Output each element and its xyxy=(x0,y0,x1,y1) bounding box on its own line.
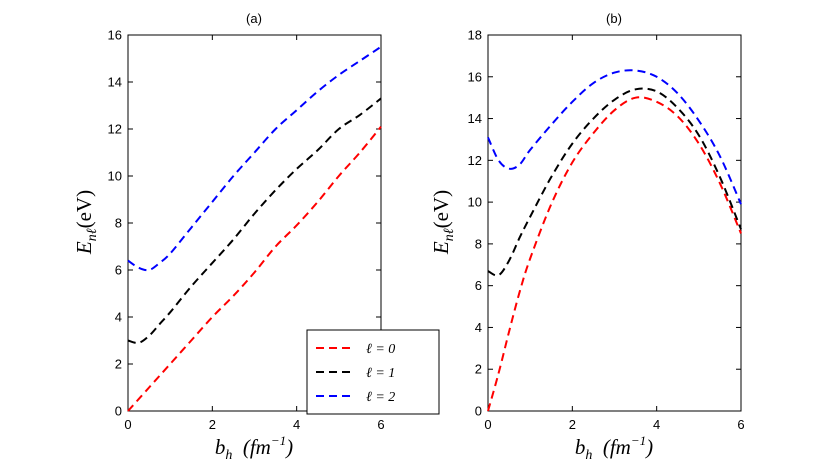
y-tick-label-a: 4 xyxy=(115,310,122,325)
legend: ℓ = 0 ℓ = 1 ℓ = 2 xyxy=(306,329,440,415)
axes-frame-b xyxy=(487,34,742,412)
x-tick-label-a: 4 xyxy=(293,417,300,432)
panel-b: (b) 0 2 4 6 0 2 4 6 8 10 12 14 16 18 Enℓ(eV) bh (fm−1… xyxy=(429,11,745,463)
svg-text:Enℓ(eV): Enℓ(eV) xyxy=(72,190,100,255)
y-tick-label-a: 14 xyxy=(108,75,122,90)
y-tick-label-b: 14 xyxy=(468,111,482,126)
x-tick-label-b: 0 xyxy=(484,417,491,432)
y-tick-label-b: 18 xyxy=(468,28,482,43)
legend-label-l2: ℓ = 2 xyxy=(366,390,395,405)
series-line-l0-a xyxy=(127,126,382,412)
x-tick-label-a: 2 xyxy=(209,417,216,432)
x-axis-label-b: bh (fm−1) xyxy=(575,433,653,463)
chart-title-b: (b) xyxy=(606,11,622,26)
x-tick-label-b: 2 xyxy=(569,417,576,432)
svg-text:bh (fm−1): bh (fm−1) xyxy=(575,433,653,463)
y-tick-label-b: 6 xyxy=(475,278,482,293)
y-tick-label-b: 10 xyxy=(468,195,482,210)
series-line-l1-b xyxy=(487,87,742,277)
x-axis-label-a: bh (fm−1) xyxy=(215,433,293,463)
legend-label-l0: ℓ = 0 xyxy=(366,342,395,357)
plot-area-a: 0 2 4 6 0 2 4 6 8 10 12 14 16 xyxy=(108,28,385,433)
svg-text:Enℓ(eV): Enℓ(eV) xyxy=(429,190,457,255)
series-line-l2-a xyxy=(127,45,382,272)
y-tick-label-a: 12 xyxy=(108,122,122,137)
y-tick-label-a: 2 xyxy=(115,357,122,372)
chart-title-a: (a) xyxy=(246,11,262,26)
y-tick-label-b: 4 xyxy=(475,320,482,335)
y-tick-label-a: 16 xyxy=(108,28,122,43)
x-tick-label-a: 6 xyxy=(377,417,384,432)
x-tick-label-b: 4 xyxy=(653,417,660,432)
x-tick-label-b: 6 xyxy=(737,417,744,432)
y-tick-label-b: 8 xyxy=(475,236,482,251)
series-line-l2-b xyxy=(487,69,742,205)
y-axis-label-a: Enℓ(eV) xyxy=(72,190,100,255)
series-line-l0-b xyxy=(487,96,742,412)
svg-text:bh (fm−1): bh (fm−1) xyxy=(215,433,293,463)
plot-area-b: 0 2 4 6 0 2 4 6 8 10 12 14 16 18 xyxy=(468,28,745,433)
legend-label-l1: ℓ = 1 xyxy=(366,366,395,381)
y-tick-label-b: 12 xyxy=(468,153,482,168)
y-tick-label-a: 8 xyxy=(115,216,122,231)
y-tick-label-b: 16 xyxy=(468,69,482,84)
y-tick-label-b: 0 xyxy=(475,404,482,419)
x-tick-label-a: 0 xyxy=(124,417,131,432)
y-tick-label-b: 2 xyxy=(475,362,482,377)
y-tick-label-a: 0 xyxy=(115,404,122,419)
y-axis-label-b: Enℓ(eV) xyxy=(429,190,457,255)
y-tick-label-a: 10 xyxy=(108,169,122,184)
y-tick-label-a: 6 xyxy=(115,263,122,278)
series-line-l1-a xyxy=(127,97,382,344)
